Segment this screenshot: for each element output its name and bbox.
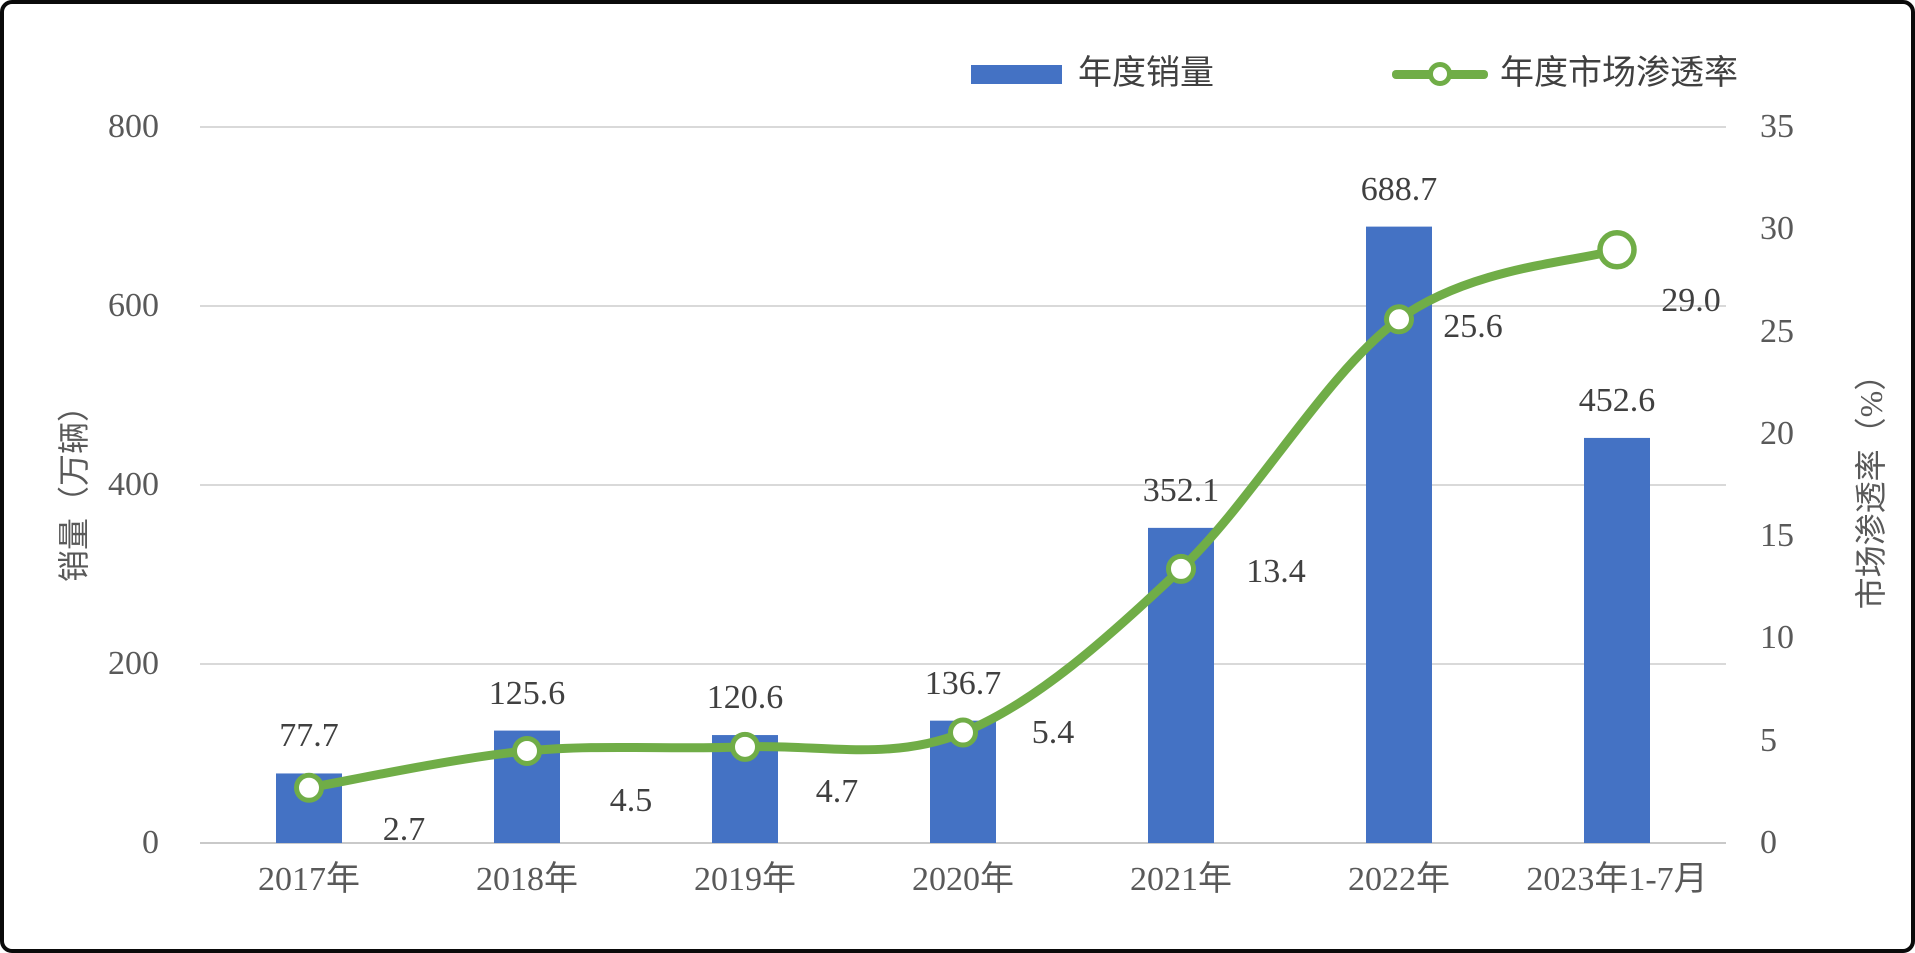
chart-canvas	[200, 126, 1726, 844]
line-marker-icon	[1166, 553, 1196, 584]
bar	[1584, 437, 1650, 843]
line-marker-icon	[294, 772, 324, 803]
legend-item-penetration: 年度市场渗透率	[1392, 52, 1738, 96]
marker-dot-icon	[1428, 61, 1452, 86]
line-marker-icon	[948, 717, 978, 748]
bar-swatch-icon	[971, 64, 1062, 84]
line-marker-icon	[512, 735, 542, 766]
line-marker-swatch-icon	[1392, 61, 1488, 86]
legend-label-penetration: 年度市场渗透率	[1500, 55, 1738, 92]
legend-item-sales: 年度销量	[971, 52, 1214, 96]
line-marker-icon	[730, 731, 760, 762]
right-axis-title: 市场渗透率（%）	[1853, 358, 1889, 610]
line-marker-icon	[1597, 229, 1637, 270]
legend-label-sales: 年度销量	[1078, 55, 1214, 92]
left-axis-title: 销量（万辆）	[56, 390, 92, 583]
line-marker-icon	[1384, 304, 1414, 335]
